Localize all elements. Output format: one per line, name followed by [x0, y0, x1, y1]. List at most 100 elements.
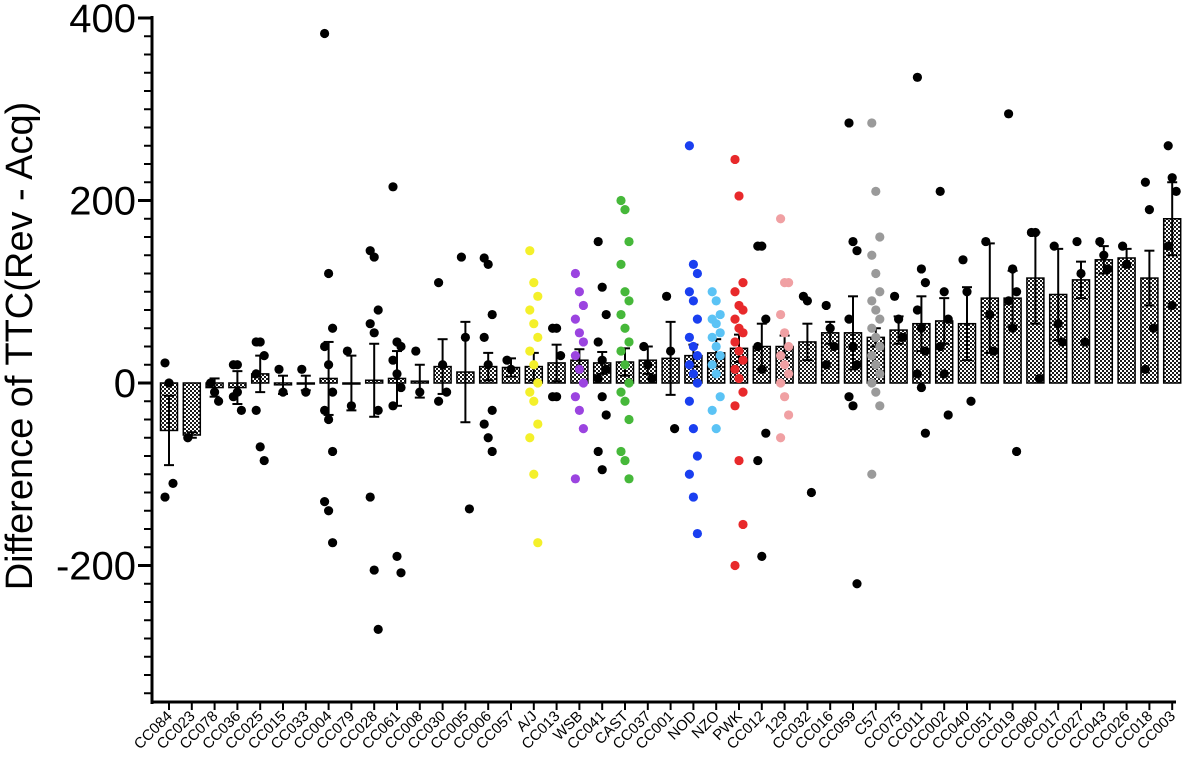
data-point	[1099, 250, 1109, 260]
data-point	[662, 291, 672, 301]
data-point	[320, 497, 330, 507]
data-point	[867, 323, 877, 333]
data-point	[761, 428, 771, 438]
data-point	[776, 351, 786, 361]
data-point	[552, 392, 562, 402]
bar	[1117, 257, 1136, 384]
data-point	[784, 341, 794, 352]
data-point	[844, 392, 854, 402]
data-point	[1163, 141, 1173, 151]
data-point	[958, 255, 968, 265]
data-point	[616, 309, 626, 320]
data-point	[533, 378, 543, 388]
data-point	[966, 396, 976, 406]
data-point	[373, 305, 383, 315]
data-point	[259, 455, 269, 466]
data-point	[639, 341, 649, 352]
data-point	[396, 568, 406, 578]
data-point	[867, 378, 877, 388]
data-point	[711, 296, 721, 306]
data-point	[871, 305, 881, 315]
data-point	[183, 433, 193, 443]
data-point	[688, 259, 699, 269]
data-point	[1118, 241, 1128, 251]
data-point	[943, 410, 953, 420]
data-point	[920, 346, 931, 356]
data-point	[373, 405, 383, 415]
data-point	[506, 364, 516, 374]
data-point	[392, 369, 402, 379]
data-point	[776, 433, 786, 443]
data-point	[753, 455, 763, 466]
data-point	[487, 446, 497, 457]
data-point	[684, 396, 695, 406]
data-point	[647, 373, 657, 384]
data-point	[369, 328, 379, 338]
data-point	[601, 410, 611, 420]
data-point	[556, 351, 566, 361]
data-point	[210, 387, 220, 397]
data-point	[620, 205, 630, 215]
data-point	[1072, 236, 1082, 247]
data-point	[707, 287, 717, 297]
data-point	[438, 360, 448, 370]
bar	[1094, 259, 1114, 384]
data-point	[692, 351, 703, 361]
data-point	[324, 414, 334, 425]
data-point	[852, 246, 862, 256]
data-point	[825, 323, 835, 333]
data-point	[684, 360, 695, 370]
data-point	[848, 341, 858, 352]
data-point	[578, 337, 589, 347]
data-point	[396, 382, 406, 393]
data-point	[1163, 241, 1173, 251]
data-point	[616, 259, 626, 269]
data-point	[456, 252, 466, 262]
data-point	[912, 305, 923, 315]
data-point	[920, 428, 931, 438]
data-point	[734, 191, 744, 201]
data-point	[844, 118, 854, 128]
data-point	[255, 337, 265, 347]
data-point	[369, 565, 379, 575]
data-point	[1140, 177, 1150, 187]
data-point	[688, 341, 699, 352]
data-point	[1012, 287, 1022, 297]
data-point	[757, 364, 767, 374]
data-point	[1076, 268, 1086, 279]
data-point	[160, 492, 170, 502]
data-point	[620, 455, 630, 466]
data-point	[574, 287, 585, 297]
data-point	[715, 392, 725, 402]
data-point	[297, 364, 307, 374]
data-point	[916, 323, 927, 333]
y-tick-label: 0	[114, 362, 136, 406]
data-point	[1148, 323, 1158, 333]
data-point	[684, 469, 695, 479]
data-point	[593, 337, 603, 347]
data-point	[912, 72, 923, 82]
y-tick-label: -200	[56, 545, 136, 589]
data-point	[206, 378, 216, 388]
data-point	[962, 287, 972, 297]
y-axis: 400 200 0 -200	[56, 0, 154, 704]
data-point	[578, 424, 589, 434]
data-point	[643, 360, 653, 370]
data-point	[711, 341, 721, 352]
data-point	[875, 287, 885, 297]
data-point	[916, 264, 927, 274]
data-point	[1053, 319, 1063, 329]
data-point	[373, 624, 383, 634]
data-point	[255, 442, 265, 452]
data-point	[574, 405, 585, 415]
data-point	[848, 236, 858, 247]
data-point	[624, 414, 634, 425]
data-point	[1167, 173, 1177, 183]
data-point	[346, 401, 356, 411]
data-point	[852, 360, 862, 370]
data-point	[730, 364, 740, 374]
data-point	[867, 296, 877, 306]
data-point	[160, 358, 170, 368]
data-point	[738, 278, 748, 288]
data-point	[1008, 323, 1018, 333]
